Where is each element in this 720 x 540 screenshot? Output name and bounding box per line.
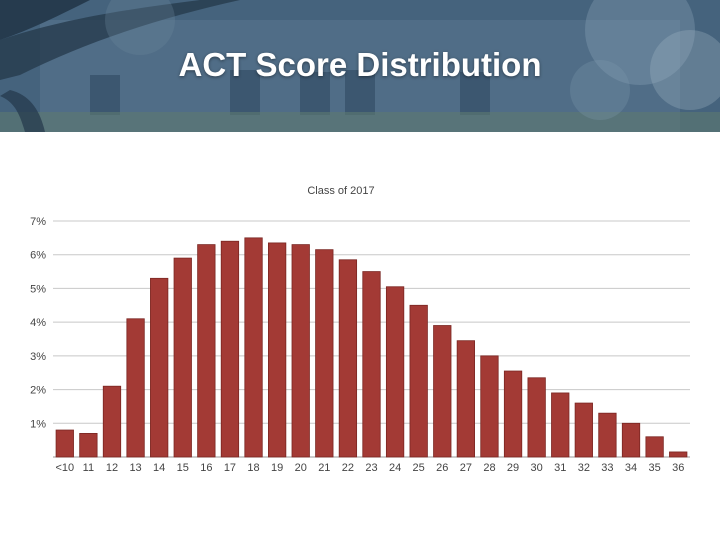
x-tick-label: 11 (83, 462, 94, 474)
bar (480, 355, 499, 458)
bar (669, 451, 688, 458)
bar (645, 436, 664, 458)
bar-chart: Class of 2017 1% 2% 3% 4% 5% 6% 7% <10 11 12 13 14… (30, 185, 690, 474)
bar (621, 422, 641, 458)
x-tick-label: 17 (224, 462, 236, 474)
x-tick-label: 33 (601, 462, 613, 474)
x-tick-label: 24 (389, 462, 401, 474)
x-tick-label: 29 (507, 462, 519, 474)
bar (527, 377, 546, 458)
y-tick-label: 6% (30, 250, 46, 262)
bar (291, 244, 310, 458)
x-tick-label: 12 (106, 462, 118, 474)
bar (409, 304, 428, 458)
x-tick-label: 15 (177, 462, 189, 474)
bar (503, 370, 523, 458)
bar (338, 259, 358, 458)
bar (173, 257, 192, 458)
x-tick-label: 30 (531, 462, 543, 474)
chart-title: Class of 2017 (307, 185, 374, 197)
x-tick-label: 26 (436, 462, 448, 474)
bar (362, 271, 381, 458)
y-tick-label: 4% (30, 317, 46, 329)
bar (79, 432, 98, 458)
bar (598, 412, 617, 458)
x-tick-label: 21 (318, 462, 330, 474)
bar (385, 286, 405, 458)
x-tick-label: 16 (200, 462, 212, 474)
x-tick-label: 36 (672, 462, 684, 474)
bar (197, 244, 216, 458)
bar (220, 240, 240, 458)
y-tick-label: 2% (30, 385, 46, 397)
header-banner: ACT Score Distribution (0, 0, 720, 132)
x-tick-label: 13 (129, 462, 141, 474)
x-tick-label: 22 (342, 462, 354, 474)
x-tick-label: 32 (578, 462, 590, 474)
bar (150, 277, 169, 458)
x-tick-label: 25 (413, 462, 425, 474)
bar (456, 340, 475, 458)
x-tick-label: <10 (55, 462, 74, 474)
y-axis-ticks: 1% 2% 3% 4% 5% 6% 7% (30, 216, 46, 430)
bar (55, 429, 74, 458)
x-tick-label: 34 (625, 462, 637, 474)
y-tick-label: 5% (30, 283, 46, 295)
bar (244, 237, 263, 458)
bar (268, 242, 287, 458)
x-tick-label: 28 (483, 462, 495, 474)
y-tick-label: 1% (30, 418, 46, 430)
x-tick-label: 19 (271, 462, 283, 474)
x-tick-label: 31 (554, 462, 566, 474)
y-tick-label: 7% (30, 216, 46, 228)
bar (315, 249, 334, 458)
x-tick-label: 20 (295, 462, 307, 474)
chart-container: Class of 2017 1% 2% 3% 4% 5% 6% 7% <10 11 12 13 14… (0, 175, 720, 485)
x-tick-label: 27 (460, 462, 472, 474)
bar (126, 318, 145, 458)
slide-title: ACT Score Distribution (178, 46, 542, 83)
x-tick-label: 23 (365, 462, 377, 474)
bar (433, 325, 452, 458)
bar (574, 402, 593, 458)
campus-photo-background (0, 0, 720, 132)
bar (551, 392, 570, 458)
bar (102, 385, 122, 458)
x-axis-ticks: <10 11 12 13 14 15 16 17 18 19 20 21 22 23 24 25 26 27 28 2… (55, 462, 684, 474)
x-tick-label: 14 (153, 462, 165, 474)
bars (55, 237, 688, 458)
x-tick-label: 35 (648, 462, 660, 474)
x-tick-label: 18 (247, 462, 259, 474)
y-tick-label: 3% (30, 351, 46, 363)
